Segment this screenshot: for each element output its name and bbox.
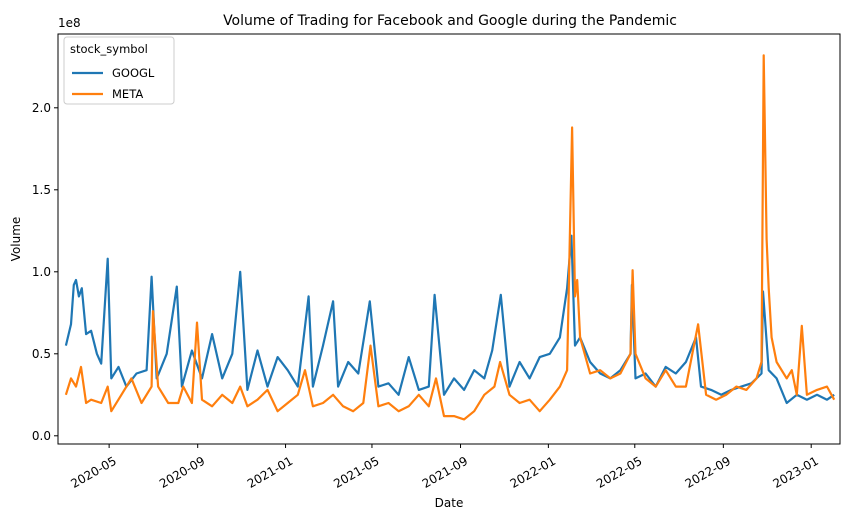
x-tick-label: 2022-05 <box>594 454 644 491</box>
y-tick-label: 0.0 <box>32 429 51 443</box>
x-tick-label: 2020-05 <box>68 454 118 491</box>
series-line-googl <box>64 234 835 405</box>
plot-area <box>57 33 841 445</box>
x-axis: 2020-05 2020-09 2021-01 2021-05 2021-09 2022-… <box>68 444 821 491</box>
x-tick-label: 2021-05 <box>331 454 381 491</box>
y-axis-title: Volume <box>9 217 23 262</box>
y-tick-label: 1.0 <box>32 265 51 279</box>
legend-box <box>63 36 175 105</box>
legend: stock_symbol GOOGL META <box>63 36 175 105</box>
y-tick-label: 1.5 <box>32 183 51 197</box>
axes-frame <box>57 33 841 445</box>
legend-title: stock_symbol <box>70 42 148 56</box>
y-axis: 0.0 0.5 1.0 1.5 2.0 <box>32 101 58 443</box>
series-line-meta <box>64 54 836 421</box>
legend-label-meta: META <box>112 87 143 101</box>
chart-title: Volume of Trading for Facebook and Googl… <box>223 13 677 29</box>
x-tick-label: 2022-01 <box>508 454 558 491</box>
y-offset-label: 1e8 <box>58 16 81 30</box>
y-tick-label: 2.0 <box>32 101 51 115</box>
x-tick-label: 2020-09 <box>157 454 207 491</box>
legend-label-googl: GOOGL <box>112 66 155 80</box>
x-tick-label: 2021-01 <box>245 454 295 491</box>
x-tick-label: 2021-09 <box>420 454 470 491</box>
series-layer <box>64 54 836 421</box>
x-axis-title: Date <box>435 496 464 510</box>
x-tick-label: 2023-01 <box>770 454 820 491</box>
x-tick-label: 2022-09 <box>683 454 733 491</box>
y-tick-label: 0.5 <box>32 347 51 361</box>
